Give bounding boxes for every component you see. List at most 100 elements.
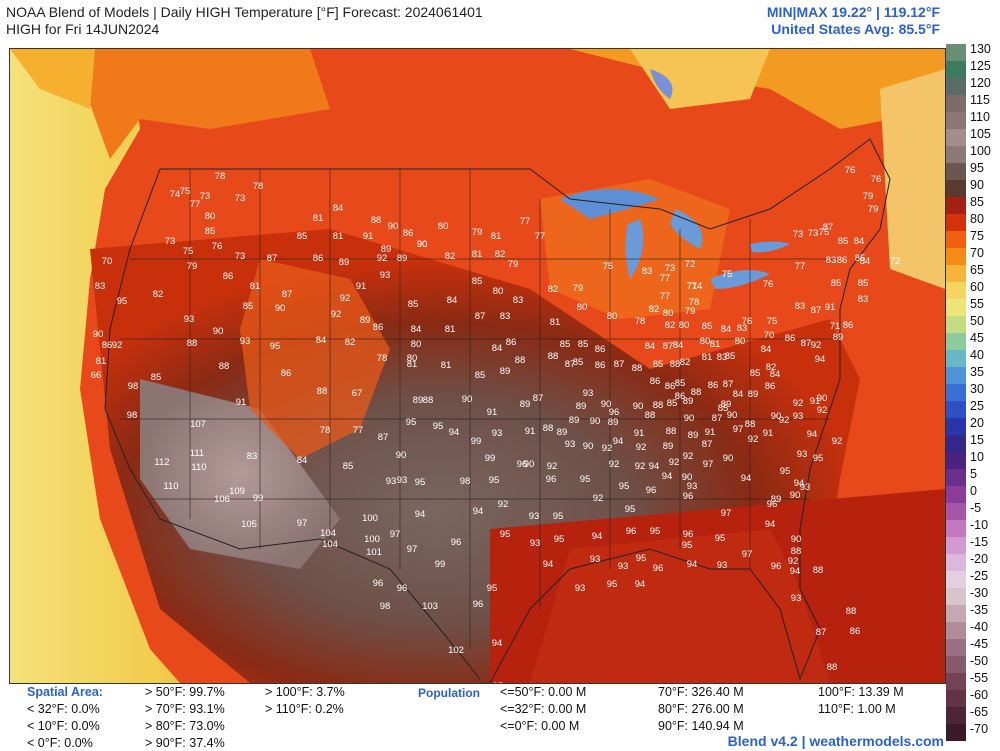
station-value: 86 bbox=[675, 391, 686, 402]
temperature-map[interactable]: 78 73 78 75 74 77 73 80 85 76 73 87 86 81 85 90 87 95 93 90… bbox=[9, 48, 946, 684]
station-value: 95 bbox=[650, 526, 661, 537]
station-value: 80 bbox=[407, 353, 418, 364]
western-border bbox=[104, 168, 481, 680]
station-value: 89 bbox=[721, 399, 732, 410]
colorbar-swatch bbox=[946, 333, 966, 350]
station-value: 93 bbox=[240, 336, 251, 347]
station-value: 82 bbox=[680, 357, 691, 368]
station-value: 89 bbox=[557, 427, 568, 438]
station-value: 95 bbox=[406, 417, 417, 428]
station-value: 84 bbox=[492, 343, 503, 354]
station-value: 89 bbox=[748, 389, 759, 400]
station-value: 93 bbox=[492, 428, 503, 439]
station-value: 90 bbox=[601, 399, 612, 410]
station-value: 85 bbox=[205, 226, 216, 237]
station-value: 94 bbox=[492, 638, 503, 649]
station-value: 85 bbox=[702, 321, 713, 332]
colorbar-label: 55 bbox=[970, 297, 984, 311]
station-value: 93 bbox=[618, 561, 629, 572]
credit-line[interactable]: Blend v4.2 | weathermodels.com bbox=[727, 733, 944, 749]
station-value: 96 bbox=[373, 578, 384, 589]
station-value: 92 bbox=[377, 253, 388, 264]
gulf-coast-zone bbox=[530, 529, 830, 683]
station-value: 86 bbox=[595, 360, 606, 371]
station-value: 92 bbox=[636, 442, 647, 453]
station-value: 90 bbox=[524, 459, 535, 470]
station-value: 88 bbox=[670, 359, 681, 370]
lake-erie bbox=[710, 270, 770, 289]
state-lines bbox=[120, 169, 840, 649]
station-value: 95 bbox=[500, 529, 511, 540]
station-value: 87 bbox=[663, 341, 674, 352]
station-value: 77 bbox=[660, 273, 671, 284]
colorbar-label: 95 bbox=[970, 161, 984, 175]
station-value: 109 bbox=[229, 486, 245, 497]
spatial-area-label: Spatial Area: bbox=[27, 685, 103, 699]
station-value: 86 bbox=[650, 376, 661, 387]
station-value: 81 bbox=[96, 356, 107, 367]
colorbar-label: -65 bbox=[970, 705, 989, 719]
station-value: 76 bbox=[742, 316, 753, 327]
colorbar-swatch bbox=[946, 197, 966, 214]
station-value: 85 bbox=[725, 351, 736, 362]
pop-70: 70°F: 326.40 M bbox=[658, 685, 744, 699]
station-value: 88 bbox=[791, 546, 802, 557]
station-value: 87 bbox=[816, 627, 827, 638]
station-value: 87 bbox=[702, 439, 713, 450]
station-value: 88 bbox=[745, 419, 756, 430]
station-value: 79 bbox=[508, 259, 519, 270]
station-value: 90 bbox=[771, 411, 782, 422]
station-value: 90 bbox=[590, 416, 601, 427]
colorbar-swatch bbox=[946, 384, 966, 401]
station-value: 75 bbox=[183, 246, 194, 257]
station-value: 89 bbox=[771, 494, 782, 505]
station-value: 87 bbox=[801, 338, 812, 349]
colorbar-label: -25 bbox=[970, 569, 989, 583]
station-value: 92 bbox=[811, 340, 822, 351]
station-value: 94 bbox=[687, 559, 698, 570]
station-value: 83 bbox=[717, 352, 728, 363]
colorbar-label: 75 bbox=[970, 229, 984, 243]
colorbar-label: -45 bbox=[970, 637, 989, 651]
station-value: 92 bbox=[331, 309, 342, 320]
station-value: 85 bbox=[667, 398, 678, 409]
station-value: 78 bbox=[215, 171, 226, 182]
station-value: 83 bbox=[737, 323, 748, 334]
station-value: 96 bbox=[771, 561, 782, 572]
colorbar-swatch bbox=[946, 401, 966, 418]
colorbar-label: -70 bbox=[970, 722, 989, 736]
colorbar-swatch bbox=[946, 350, 966, 367]
colorbar-label: 65 bbox=[970, 263, 984, 277]
station-value: 97 bbox=[721, 508, 732, 519]
station-value: 84 bbox=[447, 295, 458, 306]
station-value: 79 bbox=[573, 283, 584, 294]
station-value: 85 bbox=[675, 378, 686, 389]
colorbar-label: 30 bbox=[970, 382, 984, 396]
station-value: 83 bbox=[513, 295, 524, 306]
station-value: 102 bbox=[448, 645, 464, 656]
station-value: 85 bbox=[297, 231, 308, 242]
pop-le-32: <=32°F: 0.00 M bbox=[500, 702, 587, 716]
station-value: 87 bbox=[723, 379, 734, 390]
station-value: 92 bbox=[748, 434, 759, 445]
lake-huron bbox=[670, 209, 703, 249]
station-value: 84 bbox=[721, 324, 732, 335]
station-value: 96 bbox=[683, 529, 694, 540]
station-value: 88 bbox=[515, 355, 526, 366]
station-value: 84 bbox=[770, 369, 781, 380]
station-value: 95 bbox=[780, 466, 791, 477]
station-value: 67 bbox=[352, 388, 363, 399]
station-value: 91 bbox=[363, 231, 374, 242]
station-value: 84 bbox=[316, 335, 327, 346]
area-gt-50: > 50°F: 99.7% bbox=[145, 685, 225, 699]
station-value: 88 bbox=[691, 387, 702, 398]
station-value: 83 bbox=[795, 301, 806, 312]
station-value: 79 bbox=[868, 204, 879, 215]
colorbar-swatch bbox=[946, 486, 966, 503]
colorbar-swatch bbox=[946, 707, 966, 724]
station-value: 88 bbox=[653, 400, 664, 411]
station-value: 107 bbox=[190, 419, 206, 430]
station-value: 89 bbox=[683, 396, 694, 407]
station-value: 85 bbox=[750, 368, 761, 379]
station-value: 74 bbox=[692, 281, 703, 292]
